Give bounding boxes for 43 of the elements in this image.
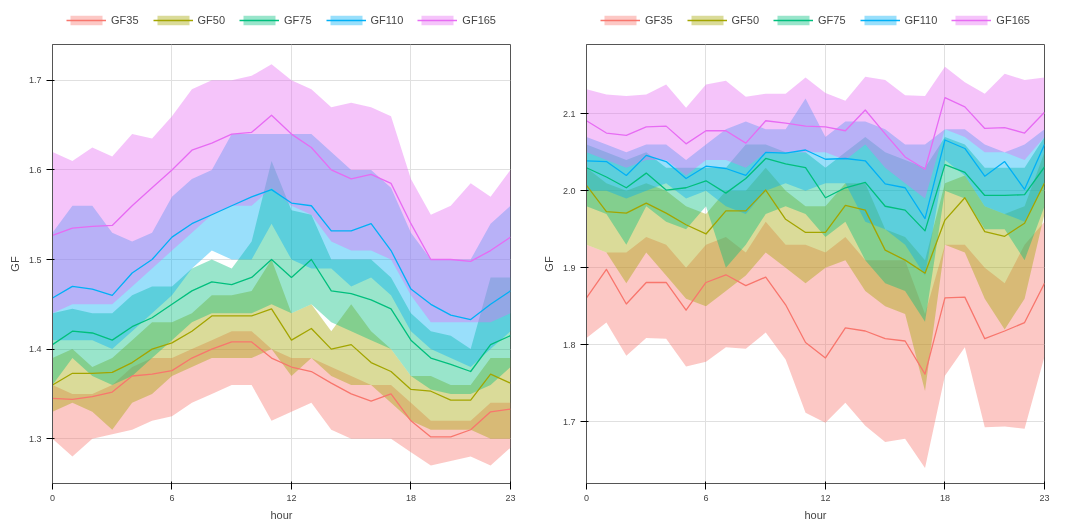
x-tick-label: 0 bbox=[584, 492, 590, 503]
y-tick-label: 2.0 bbox=[562, 185, 576, 196]
legend-label: GF110 bbox=[904, 14, 938, 26]
legend-label: GF35 bbox=[111, 14, 139, 26]
line-series bbox=[586, 268, 1045, 375]
y-tick-label: 1.3 bbox=[28, 433, 42, 444]
legend-label: GF75 bbox=[818, 14, 846, 26]
y-tick-label: 1.7 bbox=[562, 416, 576, 427]
line-series bbox=[586, 182, 1045, 274]
legend-label: GF110 bbox=[370, 14, 404, 26]
x-tick-label: 6 bbox=[169, 492, 175, 503]
x-tick-label: 18 bbox=[405, 492, 416, 503]
legend-label: GF165 bbox=[996, 14, 1030, 26]
x-tick-label: 12 bbox=[286, 492, 297, 503]
line-series bbox=[586, 139, 1045, 220]
x-tick-label: 23 bbox=[505, 492, 516, 503]
line-series bbox=[52, 114, 511, 262]
y-axis-title: GF bbox=[542, 256, 555, 272]
legend-label: GF50 bbox=[197, 14, 226, 26]
x-tick-label: 6 bbox=[703, 492, 709, 503]
line-series bbox=[52, 188, 511, 321]
line-series bbox=[52, 258, 511, 373]
legend-label: GF50 bbox=[731, 14, 760, 26]
y-axis-title: GF bbox=[8, 256, 21, 272]
legend-label: GF35 bbox=[645, 14, 673, 26]
y-tick-label: 1.5 bbox=[28, 254, 42, 265]
line-series bbox=[52, 341, 511, 438]
line-series bbox=[52, 308, 511, 401]
legend-label: GF75 bbox=[284, 14, 312, 26]
y-tick-label: 1.6 bbox=[28, 164, 42, 175]
x-tick-label: 0 bbox=[50, 492, 56, 503]
x-axis-title: hour bbox=[804, 508, 827, 521]
x-axis-title: hour bbox=[270, 508, 293, 521]
x-tick-label: 12 bbox=[820, 492, 831, 503]
x-tick-label: 18 bbox=[939, 492, 950, 503]
x-tick-label: 23 bbox=[1039, 492, 1050, 503]
legend-label: GF165 bbox=[462, 14, 496, 26]
line-series bbox=[586, 96, 1045, 170]
y-tick-label: 1.4 bbox=[28, 344, 42, 355]
y-tick-label: 1.8 bbox=[562, 339, 576, 350]
y-tick-label: 1.9 bbox=[562, 262, 576, 273]
y-tick-label: 1.7 bbox=[28, 75, 42, 86]
y-tick-label: 2.1 bbox=[562, 108, 576, 119]
